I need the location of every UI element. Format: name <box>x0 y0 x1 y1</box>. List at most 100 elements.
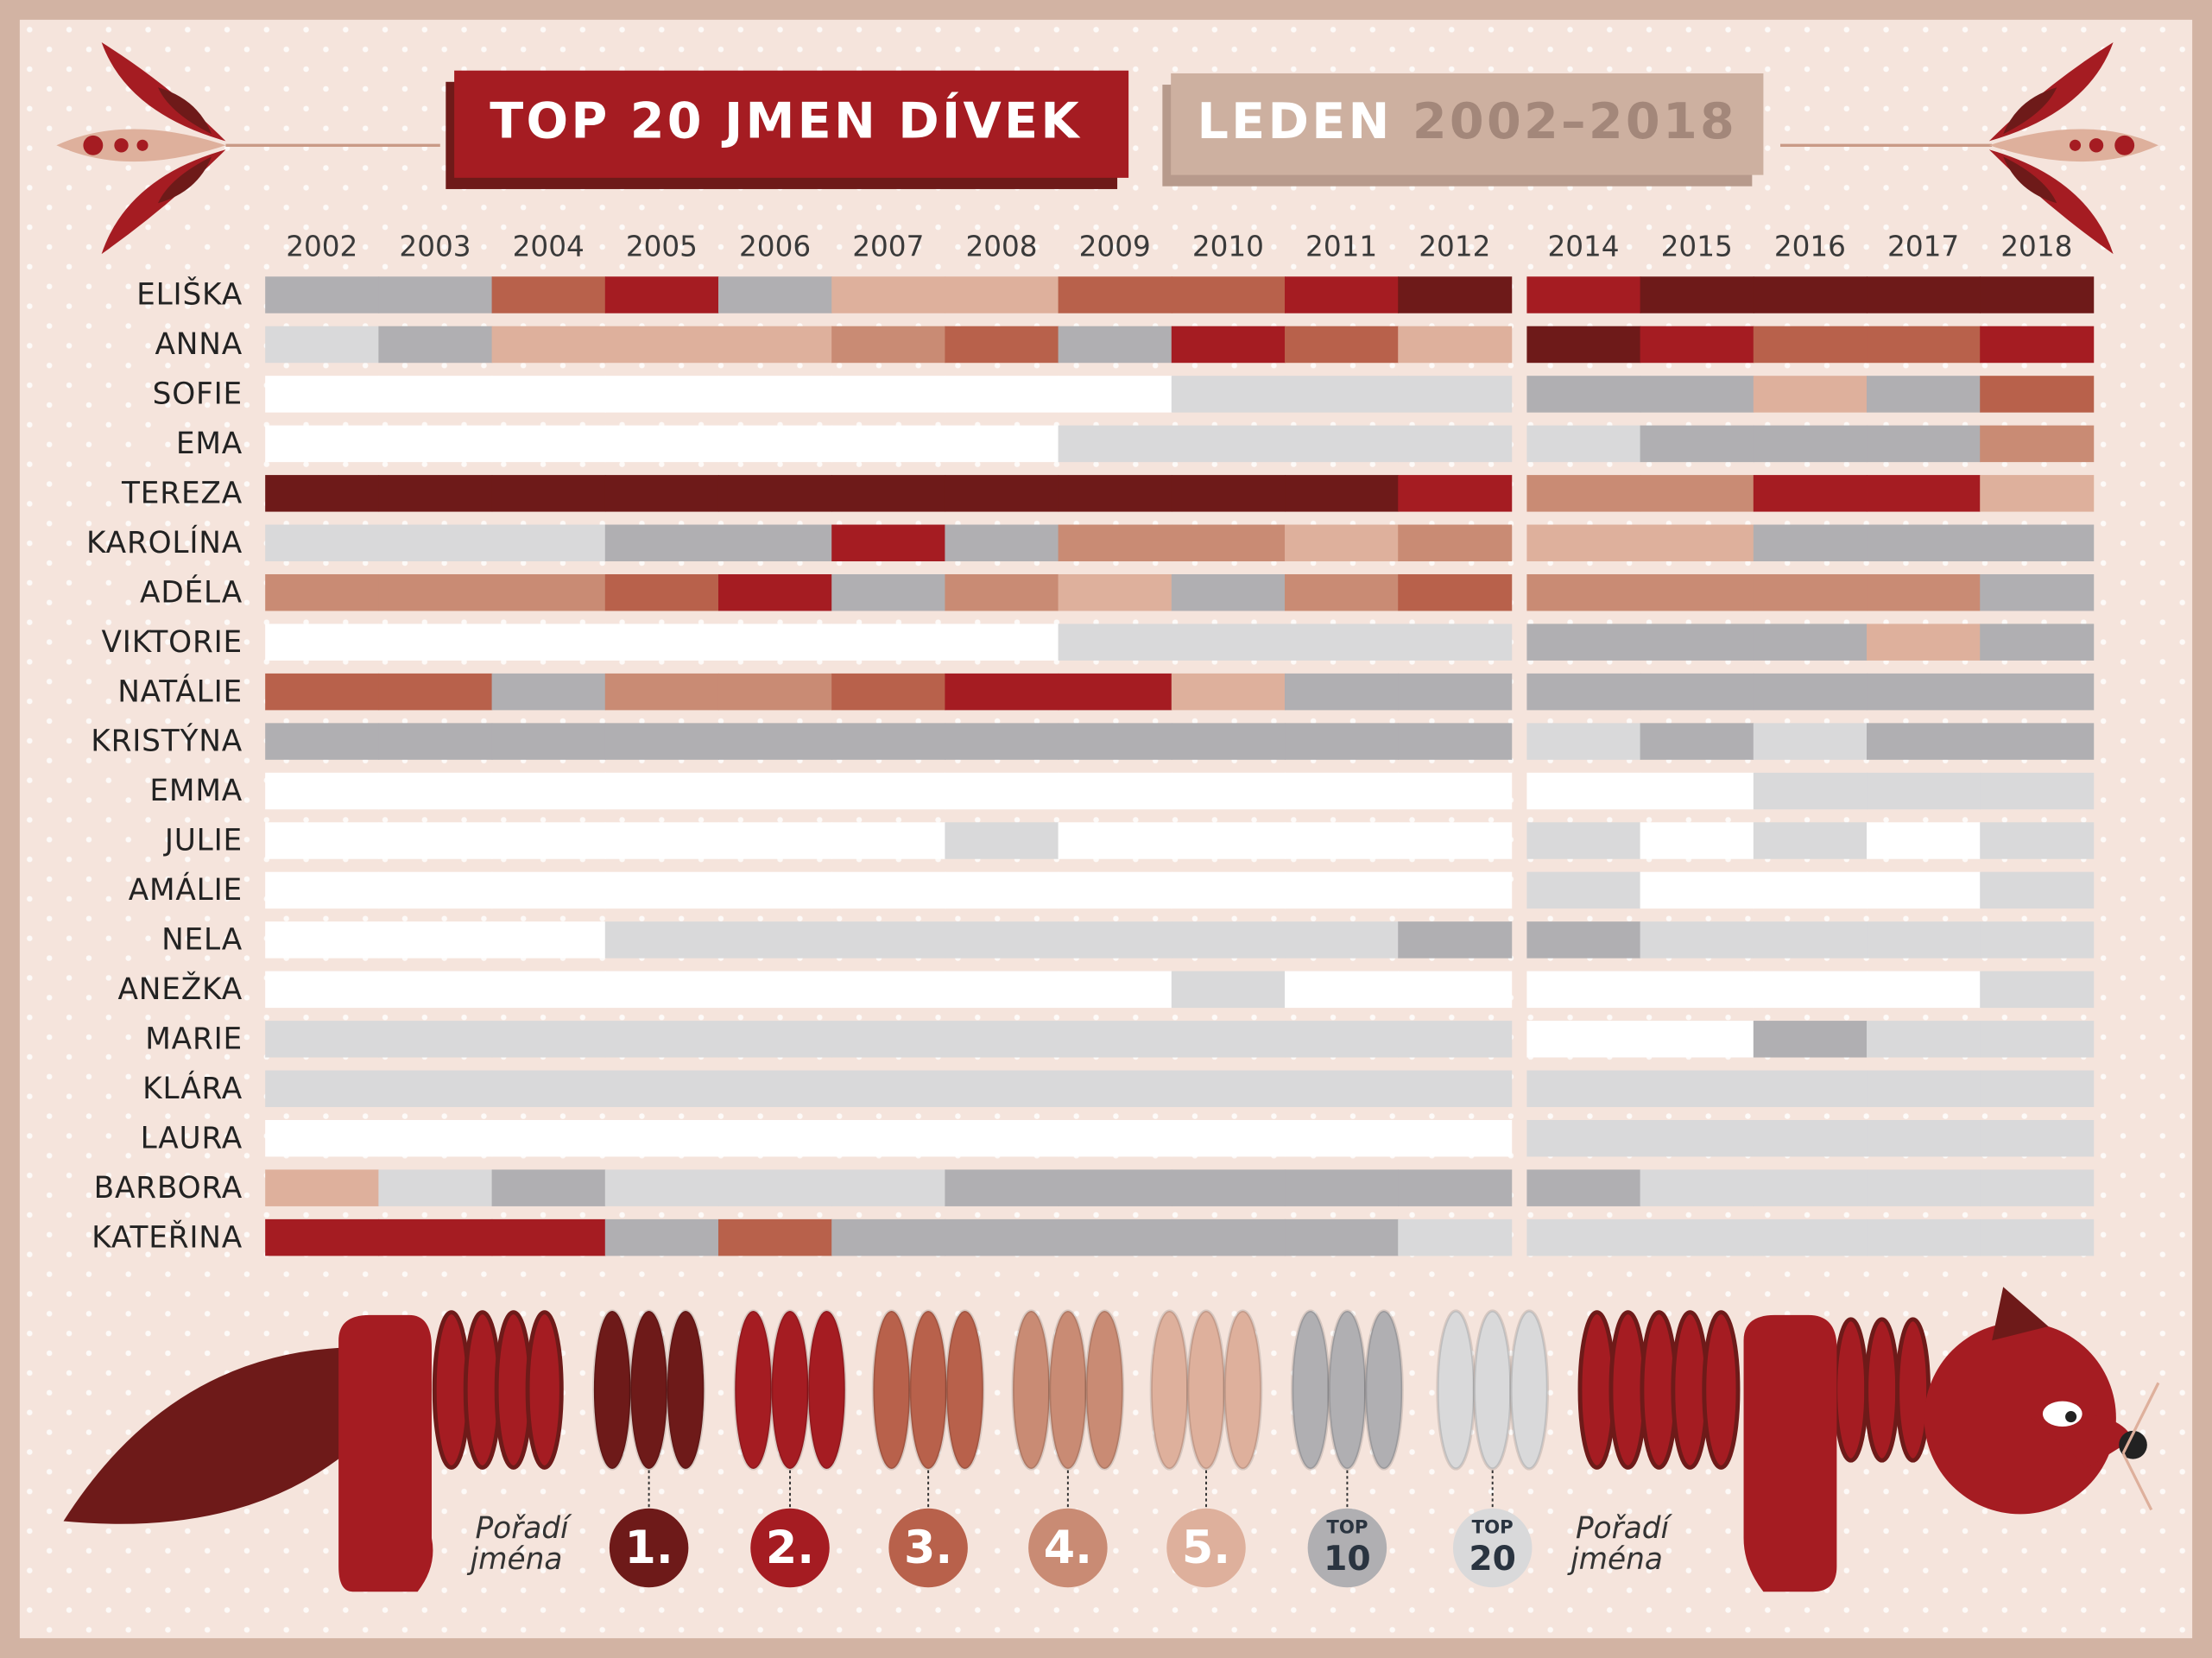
legend-badge <box>1028 1508 1108 1588</box>
heat-cell <box>265 623 380 661</box>
heat-cell <box>378 673 493 711</box>
heat-cell <box>1171 425 1286 463</box>
heat-cell <box>1398 971 1513 1009</box>
heat-cell <box>1285 871 1400 909</box>
legend-badge <box>750 1508 830 1588</box>
heat-cell <box>378 475 493 512</box>
legend-caption: jména <box>1567 1542 1663 1577</box>
heat-cell <box>1867 871 1981 909</box>
heat-cell <box>1285 376 1400 413</box>
heat-cell <box>945 276 1059 313</box>
column-label: 2006 <box>739 231 811 263</box>
legend-swatch <box>908 1309 948 1471</box>
heat-cell <box>378 1119 493 1157</box>
heat-cell <box>1526 971 1641 1009</box>
heat-cell <box>1285 673 1400 711</box>
heat-cell <box>1058 822 1172 859</box>
legend-label: 2. <box>766 1522 814 1574</box>
row-label: AMÁLIE <box>129 872 243 908</box>
row-label: KATEŘINA <box>92 1219 243 1255</box>
heat-cell <box>1867 822 1981 859</box>
row-label: JULIE <box>163 824 243 858</box>
heat-cell <box>378 376 493 413</box>
heat-cell <box>945 376 1059 413</box>
heat-cell <box>1171 921 1286 959</box>
heat-cell <box>378 425 493 463</box>
heat-cell <box>717 1169 833 1206</box>
heat-cell <box>1753 573 1868 611</box>
heat-cell <box>831 1218 946 1256</box>
heat-cell <box>378 871 493 909</box>
heat-cell <box>1526 723 1641 760</box>
heat-cell <box>1285 971 1400 1009</box>
heat-cell <box>491 475 606 512</box>
heat-cell <box>1171 475 1286 512</box>
heat-cell <box>1753 1119 1868 1157</box>
heat-cell <box>945 573 1059 611</box>
heat-cell <box>491 822 606 859</box>
heat-cell <box>1640 425 1754 463</box>
heat-cell <box>1285 1021 1400 1058</box>
heat-cell <box>265 376 380 413</box>
heat-cell <box>491 772 606 810</box>
heat-cell <box>945 1119 1059 1157</box>
heat-cell <box>717 971 833 1009</box>
fox-decoration <box>63 1287 2160 1592</box>
heat-cell <box>1753 1070 1868 1108</box>
heat-cell <box>1980 425 2095 463</box>
heat-cell <box>1058 723 1172 760</box>
heat-cell <box>1980 871 2095 909</box>
heat-cell <box>604 1070 719 1108</box>
heat-cell <box>717 623 833 661</box>
column-label: 2007 <box>852 231 924 263</box>
heat-cell <box>491 1218 606 1256</box>
heat-cell <box>717 524 833 562</box>
legend-swatch <box>666 1309 705 1471</box>
heat-cell <box>265 425 380 463</box>
legend-swatch <box>1364 1309 1404 1471</box>
heat-cell <box>717 276 833 313</box>
heat-cell <box>1526 1070 1641 1108</box>
heat-cell <box>831 1021 946 1058</box>
heat-cell <box>1867 1169 1981 1206</box>
heat-cell <box>717 1218 833 1256</box>
heat-cell <box>1285 276 1400 313</box>
heat-cell <box>1980 971 2095 1009</box>
heat-cell <box>1640 921 1754 959</box>
heat-cell <box>1058 871 1172 909</box>
heat-cell <box>1753 772 1868 810</box>
heat-cell <box>1526 1169 1641 1206</box>
heat-cell <box>491 573 606 611</box>
row-label: NELA <box>161 923 243 958</box>
heat-cell <box>831 524 946 562</box>
column-label: 2002 <box>286 231 357 263</box>
heat-cell <box>1753 871 1868 909</box>
heat-cell <box>378 723 493 760</box>
heat-cell <box>1058 376 1172 413</box>
heat-cell <box>1398 425 1513 463</box>
heat-cell <box>1753 723 1868 760</box>
heat-cell <box>717 1119 833 1157</box>
heat-cell <box>1867 524 1981 562</box>
heat-cell <box>1058 673 1172 711</box>
heat-cell <box>831 971 946 1009</box>
heat-cell <box>1058 921 1172 959</box>
legend-label: 4. <box>1044 1522 1092 1574</box>
legend-swatch <box>806 1309 847 1471</box>
heat-cell <box>1867 1021 1981 1058</box>
row-label: KRISTÝNA <box>91 724 243 759</box>
heat-cell <box>1171 871 1286 909</box>
heat-cell <box>1171 1119 1286 1157</box>
heat-cell <box>717 871 833 909</box>
heat-cell <box>1285 772 1400 810</box>
legend-swatch <box>1291 1309 1330 1471</box>
legend-caption: Pořadí <box>1576 1511 1673 1546</box>
heat-cell <box>1526 573 1641 611</box>
heat-cell <box>265 921 380 959</box>
heat-cell <box>1285 1169 1400 1206</box>
heat-cell <box>1171 573 1286 611</box>
heat-cell <box>265 723 380 760</box>
heat-cell <box>1980 1119 2095 1157</box>
heat-cell <box>265 1169 380 1206</box>
legend-label: 1. <box>624 1522 673 1574</box>
